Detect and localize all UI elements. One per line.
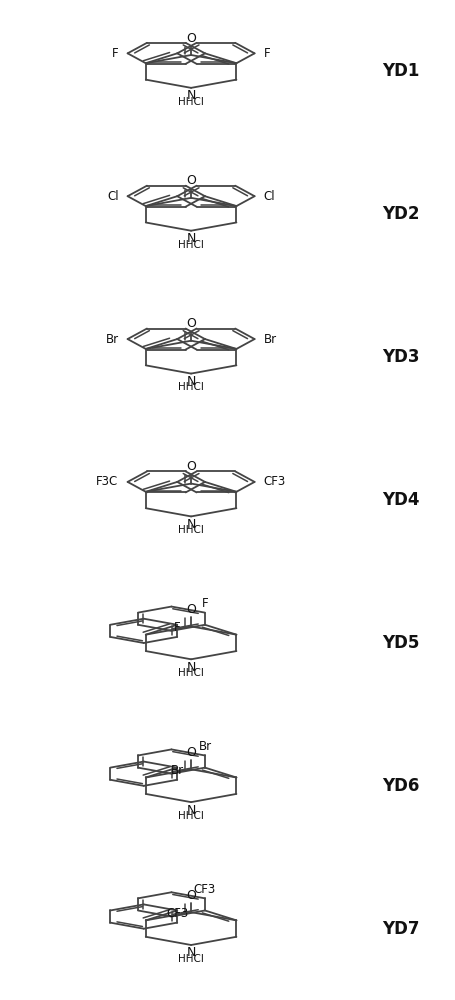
- Text: N: N: [187, 232, 196, 245]
- Text: YD1: YD1: [382, 62, 419, 80]
- Text: F: F: [174, 621, 181, 634]
- Text: O: O: [186, 746, 196, 759]
- Text: F: F: [112, 47, 118, 60]
- Text: HHCl: HHCl: [178, 382, 204, 392]
- Text: HHCl: HHCl: [178, 240, 204, 250]
- Text: YD2: YD2: [382, 205, 419, 223]
- Text: N: N: [187, 89, 196, 102]
- Text: O: O: [186, 32, 196, 45]
- Text: CF3: CF3: [264, 475, 286, 488]
- Text: Br: Br: [106, 333, 118, 346]
- Text: HHCl: HHCl: [178, 525, 204, 535]
- Text: F: F: [202, 597, 208, 610]
- Text: O: O: [186, 317, 196, 330]
- Text: N: N: [187, 661, 196, 674]
- Text: CF3: CF3: [194, 883, 216, 896]
- Text: Br: Br: [198, 740, 212, 753]
- Text: YD7: YD7: [382, 920, 419, 938]
- Text: Cl: Cl: [264, 190, 275, 203]
- Text: HHCl: HHCl: [178, 811, 204, 821]
- Text: O: O: [186, 174, 196, 187]
- Text: YD4: YD4: [382, 491, 419, 509]
- Text: N: N: [187, 804, 196, 817]
- Text: Br: Br: [171, 764, 184, 777]
- Text: HHCl: HHCl: [178, 954, 204, 964]
- Text: YD3: YD3: [382, 348, 419, 366]
- Text: Cl: Cl: [107, 190, 118, 203]
- Text: F3C: F3C: [96, 475, 118, 488]
- Text: O: O: [186, 603, 196, 616]
- Text: YD5: YD5: [382, 634, 419, 652]
- Text: O: O: [186, 889, 196, 902]
- Text: CF3: CF3: [166, 907, 188, 920]
- Text: YD6: YD6: [382, 777, 419, 795]
- Text: HHCl: HHCl: [178, 668, 204, 678]
- Text: N: N: [187, 375, 196, 388]
- Text: Br: Br: [264, 333, 277, 346]
- Text: N: N: [187, 946, 196, 959]
- Text: O: O: [186, 460, 196, 473]
- Text: N: N: [187, 518, 196, 531]
- Text: F: F: [264, 47, 270, 60]
- Text: HHCl: HHCl: [178, 97, 204, 107]
